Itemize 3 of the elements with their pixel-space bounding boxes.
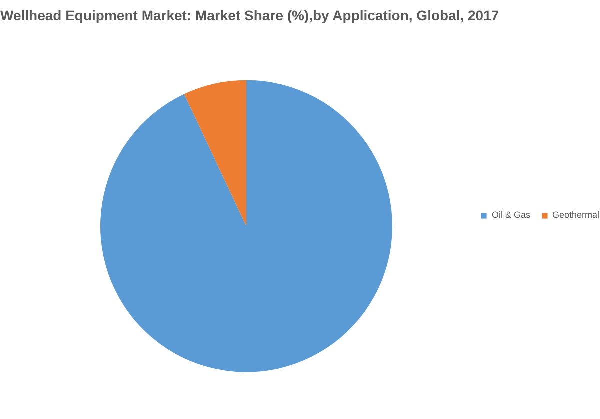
legend-label: Oil & Gas [492,210,531,220]
legend-label: Geothermal [552,210,600,220]
chart-title: Wellhead Equipment Market: Market Share (%),by Application, Global, 2017 [0,8,500,24]
